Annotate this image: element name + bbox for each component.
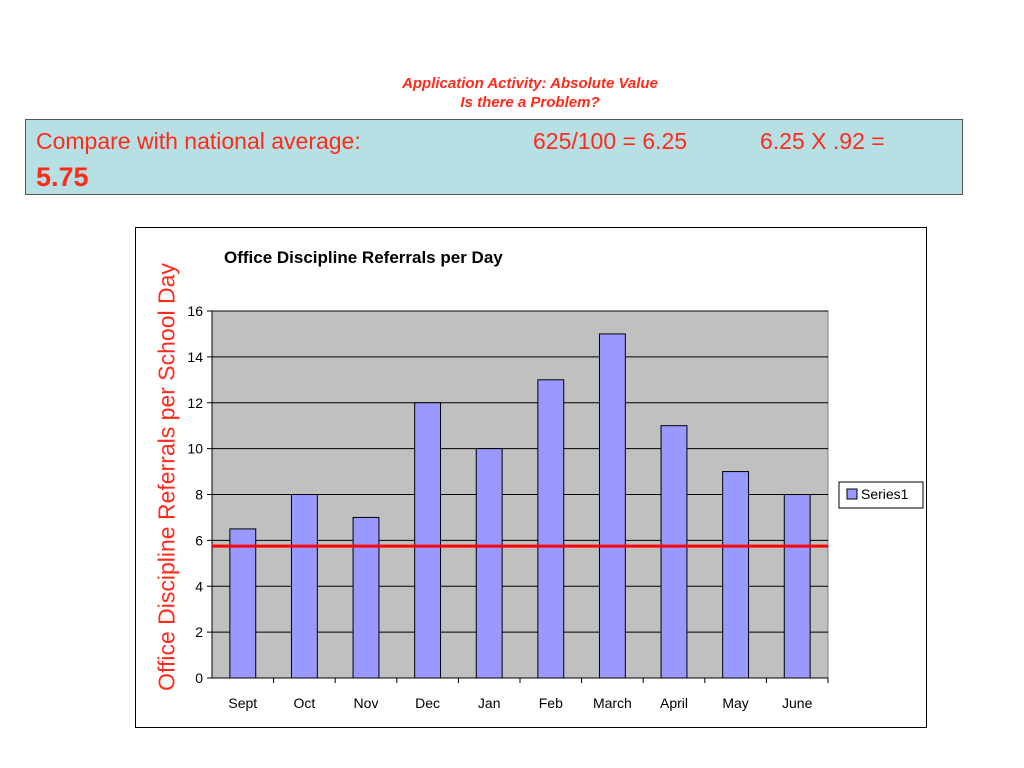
y-tick-label: 8 bbox=[195, 487, 203, 503]
legend-label: Series1 bbox=[861, 486, 909, 502]
x-tick-label: Nov bbox=[354, 695, 379, 711]
bar-jan bbox=[475, 448, 503, 679]
bar-april bbox=[660, 425, 688, 679]
header-subtitle: Is there a Problem? bbox=[460, 94, 600, 111]
y-tick-label: 10 bbox=[187, 441, 203, 457]
bar-sept bbox=[229, 528, 257, 679]
slide-header: Application Activity: Absolute Value Is … bbox=[0, 74, 1024, 112]
chart-title: Office Discipline Referrals per Day bbox=[224, 248, 503, 267]
bar-march bbox=[598, 333, 626, 679]
banner-result: 5.75 bbox=[36, 162, 89, 192]
y-tick-label: 16 bbox=[187, 303, 203, 319]
y-tick-label: 0 bbox=[195, 670, 203, 686]
legend-box bbox=[838, 481, 924, 509]
y-axis-title: Office Discipline Referrals per School D… bbox=[153, 263, 180, 691]
x-tick-label: April bbox=[660, 695, 688, 711]
banner-calculation-2: 6.25 X .92 = bbox=[760, 128, 885, 154]
x-tick-label: May bbox=[722, 695, 748, 711]
y-tick-label: 2 bbox=[195, 624, 203, 640]
bar-dec bbox=[414, 402, 442, 679]
y-tick-label: 4 bbox=[195, 578, 203, 594]
x-tick-label: Dec bbox=[415, 695, 440, 711]
x-tick-label: Sept bbox=[228, 695, 257, 711]
bar-feb bbox=[537, 379, 565, 679]
bar-june bbox=[783, 494, 811, 679]
banner-calculation-1: 625/100 = 6.25 bbox=[533, 128, 688, 154]
banner-label: Compare with national average: bbox=[36, 128, 361, 154]
y-tick-label: 6 bbox=[195, 532, 203, 548]
x-tick-label: June bbox=[782, 695, 813, 711]
y-axis-title-container: Office Discipline Referrals per School D… bbox=[147, 232, 187, 722]
bar-oct bbox=[290, 494, 318, 679]
x-tick-label: Oct bbox=[294, 695, 316, 711]
x-tick-label: Feb bbox=[539, 695, 563, 711]
y-tick-label: 12 bbox=[187, 395, 203, 411]
bar-nov bbox=[352, 516, 380, 679]
x-tick-label: March bbox=[593, 695, 632, 711]
legend-swatch bbox=[846, 488, 858, 500]
header-title: Application Activity: Absolute Value bbox=[402, 75, 658, 92]
bar-may bbox=[722, 471, 750, 679]
y-tick-label: 14 bbox=[187, 349, 203, 365]
x-tick-label: Jan bbox=[478, 695, 501, 711]
comparison-banner: Compare with national average: 625/100 =… bbox=[25, 119, 963, 195]
